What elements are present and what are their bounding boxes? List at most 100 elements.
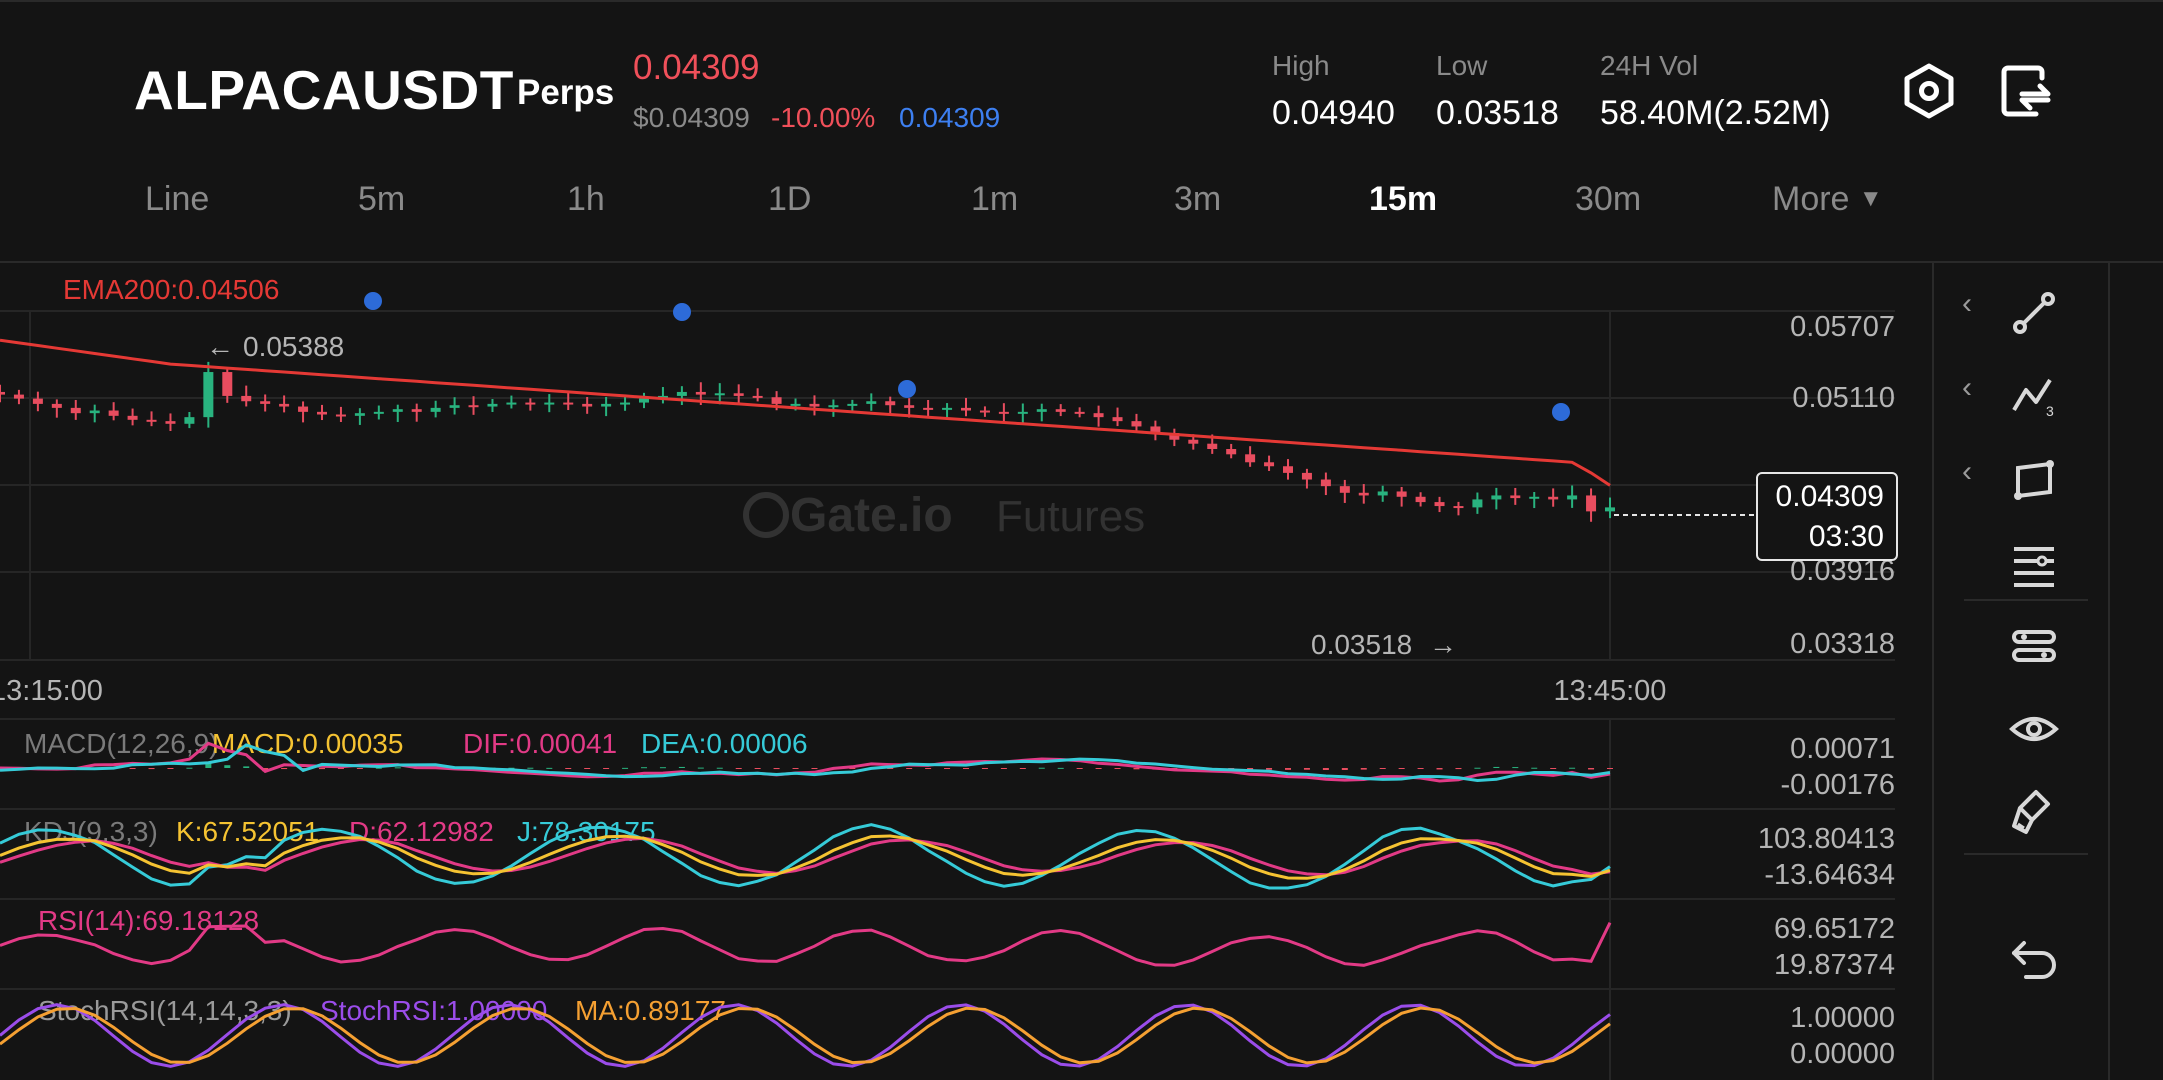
macd-bar — [1398, 768, 1405, 769]
tab-1d[interactable]: 1D — [768, 180, 812, 218]
candle-body — [298, 406, 309, 412]
event-marker[interactable] — [673, 303, 691, 321]
macd-bar — [129, 768, 136, 769]
macd-bar — [1114, 768, 1121, 769]
candle-body — [354, 413, 365, 416]
candle-body — [70, 407, 81, 414]
candle-body — [1283, 466, 1293, 473]
tab-more[interactable]: More ▼ — [1772, 180, 1883, 219]
macd-bar — [1266, 768, 1273, 770]
candle-body — [885, 401, 896, 406]
ema-label: EMA200:0.04506 — [63, 274, 279, 305]
contract-type: Perps — [517, 73, 615, 112]
stochrsi-line — [0, 1003, 1611, 1068]
left-arrow-icon: ← — [206, 331, 234, 362]
candle-body — [449, 405, 460, 408]
tab-30m[interactable]: 30m — [1575, 180, 1642, 218]
chevron-left-icon[interactable]: ‹ — [1962, 371, 1972, 404]
macd-bar — [1341, 768, 1348, 770]
candle-body — [1188, 439, 1199, 444]
indicator-toggle-icon[interactable] — [2004, 616, 2064, 676]
rectangle-shape-icon[interactable] — [2004, 450, 2064, 510]
candle-body — [582, 403, 593, 407]
candle-body — [866, 401, 877, 404]
macd-pane: MACD(12,26,9) MACD:0.00035 DIF:0.00041 D… — [0, 728, 1895, 801]
candle-body — [13, 394, 24, 399]
candle-body — [165, 421, 176, 424]
chart-canvas[interactable]: Gate.io Futures 0.05707 0.05110 0.03916 … — [0, 263, 1900, 1080]
candle-body — [809, 403, 820, 407]
macd-title: MACD(12,26,9) — [24, 728, 219, 759]
multi-line-icon[interactable]: 3 — [2004, 366, 2064, 426]
candle-body — [1567, 495, 1578, 500]
k-value: K:67.52051 — [176, 816, 319, 847]
tab-15m[interactable]: 15m — [1369, 180, 1438, 218]
macd-bar — [243, 766, 250, 768]
candle-body — [373, 411, 384, 414]
candle-body — [317, 411, 327, 415]
rsi-pane: RSI(14):69.18128 69.65172 19.87374 — [0, 905, 1895, 981]
tab-3m[interactable]: 3m — [1174, 180, 1222, 218]
candle-body — [1491, 495, 1502, 500]
time-tick: 13:15:00 — [0, 675, 103, 707]
event-marker[interactable] — [1552, 403, 1570, 421]
macd-bar — [584, 768, 591, 769]
right-arrow-icon: → — [1429, 629, 1457, 660]
tab-1m[interactable]: 1m — [971, 180, 1019, 218]
current-price-label: 0.04309 03:30 — [1756, 472, 1898, 561]
candle-body — [733, 393, 744, 396]
candle-body — [676, 391, 687, 396]
switch-layout-icon[interactable] — [1996, 60, 2058, 122]
macd-bar — [1379, 768, 1386, 769]
macd-bar — [659, 767, 666, 769]
trend-line-icon[interactable] — [2004, 283, 2064, 343]
rsi-line — [0, 922, 1612, 967]
event-marker[interactable] — [898, 380, 916, 398]
candle-body — [544, 402, 555, 405]
caret-down-icon: ▼ — [1858, 185, 1883, 212]
macd-bar — [849, 768, 856, 769]
high-label: High — [1272, 50, 1330, 81]
macd-bar — [754, 768, 761, 769]
candle-body — [1093, 413, 1104, 418]
symbol-title[interactable]: ALPACAUSDT — [134, 59, 514, 121]
candle-body — [184, 417, 195, 424]
candle-body — [1074, 411, 1085, 414]
macd-bar — [1038, 767, 1045, 769]
candle-body — [1055, 409, 1066, 412]
price-tick: 0.05707 — [1790, 311, 1895, 343]
watermark-sub: Futures — [996, 492, 1145, 541]
candle-body — [430, 407, 441, 412]
macd-bar — [1569, 767, 1576, 769]
vol-label: 24H Vol — [1600, 50, 1699, 81]
macd-bar — [1133, 768, 1140, 770]
macd-bar — [622, 767, 629, 769]
visibility-eye-icon[interactable] — [2004, 699, 2064, 759]
candle-body — [790, 403, 801, 406]
macd-bar — [375, 767, 382, 769]
tab-1h[interactable]: 1h — [567, 180, 605, 218]
tab-line[interactable]: Line — [145, 180, 210, 218]
candlestick-series — [0, 361, 1615, 522]
undo-icon[interactable] — [2004, 927, 2064, 987]
candle-body — [1586, 495, 1597, 512]
hexagon-settings-icon[interactable] — [1898, 60, 1960, 122]
candle-body — [203, 372, 214, 418]
chevron-left-icon[interactable]: ‹ — [1962, 455, 1972, 488]
candle-body — [979, 410, 990, 413]
tab-5m[interactable]: 5m — [358, 180, 406, 218]
stochrsi-ma-line — [0, 1006, 1611, 1065]
candle-countdown: 03:30 — [1808, 520, 1884, 553]
candle-body — [695, 391, 706, 395]
event-marker[interactable] — [364, 292, 382, 310]
candle-body — [961, 407, 971, 411]
chevron-left-icon[interactable]: ‹ — [1962, 287, 1972, 320]
candle-body — [563, 402, 574, 405]
eraser-brush-icon[interactable] — [2004, 782, 2064, 842]
rsi-tick: 19.87374 — [1774, 949, 1895, 981]
macd-histogram — [0, 763, 1613, 772]
candle-body — [146, 419, 157, 422]
macd-bar — [1417, 768, 1424, 769]
current-price-value: 0.04309 — [1775, 480, 1884, 513]
horizontal-lines-icon[interactable] — [2004, 533, 2064, 593]
